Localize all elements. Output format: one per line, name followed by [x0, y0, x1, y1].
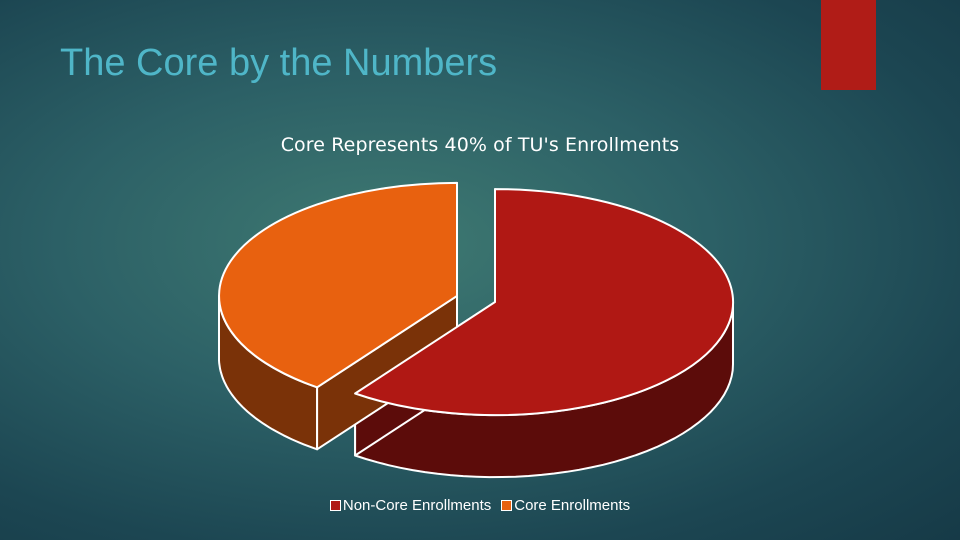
chart-title: Core Represents 40% of TU's Enrollments [280, 134, 680, 156]
legend-swatch-non-core [329, 500, 341, 511]
legend-label-core: Core Enrollments [514, 497, 631, 514]
chart-legend: Non-Core Enrollments Core Enrollments [0, 497, 960, 514]
legend-item-non-core: Non-Core Enrollments [329, 497, 492, 514]
pie-slice-non-core-enrollments [354, 188, 735, 417]
pie-slice-core-enrollments [218, 181, 458, 389]
legend-swatch-core [501, 500, 513, 511]
accent-bar [821, 0, 876, 90]
legend-label-non-core: Non-Core Enrollments [342, 497, 492, 514]
pie-sides [218, 181, 734, 479]
pie-tops [218, 181, 735, 417]
legend-item-core: Core Enrollments [501, 497, 630, 514]
slide-title: The Core by the Numbers [60, 42, 498, 84]
